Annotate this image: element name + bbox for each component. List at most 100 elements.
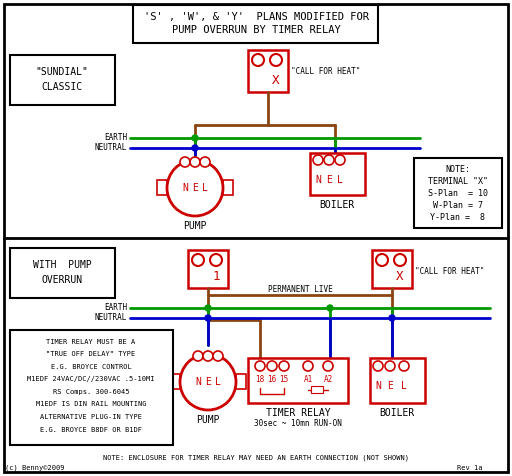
Circle shape [323, 361, 333, 371]
Text: X: X [272, 73, 280, 87]
Text: EARTH: EARTH [104, 133, 127, 142]
Text: S-Plan  = 10: S-Plan = 10 [428, 189, 488, 198]
Circle shape [313, 155, 323, 165]
FancyBboxPatch shape [248, 358, 348, 403]
Circle shape [399, 361, 409, 371]
Text: RS Comps. 300-6045: RS Comps. 300-6045 [53, 389, 129, 395]
Circle shape [205, 315, 211, 321]
Circle shape [180, 354, 236, 410]
Text: "TRUE OFF DELAY" TYPE: "TRUE OFF DELAY" TYPE [47, 351, 136, 357]
Circle shape [167, 160, 223, 216]
FancyBboxPatch shape [236, 374, 246, 389]
FancyBboxPatch shape [10, 55, 115, 105]
Circle shape [193, 351, 203, 361]
Circle shape [192, 254, 204, 266]
Circle shape [327, 305, 333, 311]
Circle shape [192, 145, 198, 151]
Text: E: E [326, 175, 332, 185]
Text: (c) Benny©2009: (c) Benny©2009 [5, 465, 65, 471]
Text: Rev 1a: Rev 1a [457, 465, 483, 471]
Circle shape [267, 361, 277, 371]
Text: NEUTRAL: NEUTRAL [95, 143, 127, 152]
Text: NEUTRAL: NEUTRAL [95, 314, 127, 323]
Circle shape [376, 254, 388, 266]
FancyBboxPatch shape [414, 158, 502, 228]
Text: CLASSIC: CLASSIC [41, 82, 82, 92]
Text: L: L [337, 175, 343, 185]
Text: WITH  PUMP: WITH PUMP [33, 260, 91, 270]
Text: E: E [205, 377, 211, 387]
Circle shape [192, 135, 198, 141]
Circle shape [270, 54, 282, 66]
FancyBboxPatch shape [223, 180, 233, 195]
FancyBboxPatch shape [4, 4, 508, 472]
Text: NOTE:: NOTE: [445, 166, 471, 175]
Text: 18: 18 [255, 376, 265, 385]
Circle shape [335, 155, 345, 165]
Text: ALTERNATIVE PLUG-IN TYPE: ALTERNATIVE PLUG-IN TYPE [40, 414, 142, 420]
Circle shape [324, 155, 334, 165]
FancyBboxPatch shape [311, 386, 323, 393]
Circle shape [252, 54, 264, 66]
Text: EARTH: EARTH [104, 304, 127, 313]
FancyBboxPatch shape [310, 153, 365, 195]
Text: E: E [387, 381, 393, 391]
Text: L: L [401, 381, 407, 391]
Text: X: X [396, 270, 404, 284]
Text: N: N [315, 175, 321, 185]
Text: A2: A2 [324, 376, 333, 385]
FancyBboxPatch shape [157, 180, 167, 195]
Text: BOILER: BOILER [379, 408, 415, 418]
Text: "CALL FOR HEAT": "CALL FOR HEAT" [415, 268, 484, 277]
Circle shape [200, 157, 210, 167]
FancyBboxPatch shape [248, 50, 288, 92]
Circle shape [303, 361, 313, 371]
Text: NOTE: ENCLOSURE FOR TIMER RELAY MAY NEED AN EARTH CONNECTION (NOT SHOWN): NOTE: ENCLOSURE FOR TIMER RELAY MAY NEED… [103, 455, 409, 461]
Text: 16: 16 [267, 376, 276, 385]
Circle shape [389, 315, 395, 321]
Circle shape [210, 254, 222, 266]
Circle shape [213, 351, 223, 361]
FancyBboxPatch shape [10, 248, 115, 298]
Circle shape [203, 351, 213, 361]
Text: 15: 15 [280, 376, 289, 385]
Text: TIMER RELAY MUST BE A: TIMER RELAY MUST BE A [47, 339, 136, 345]
Circle shape [373, 361, 383, 371]
Text: 'S' , 'W', & 'Y'  PLANS MODIFIED FOR: 'S' , 'W', & 'Y' PLANS MODIFIED FOR [143, 12, 369, 22]
Text: A1: A1 [304, 376, 313, 385]
Text: M1EDF IS DIN RAIL MOUNTING: M1EDF IS DIN RAIL MOUNTING [36, 401, 146, 407]
Text: "SUNDIAL": "SUNDIAL" [35, 67, 89, 77]
Circle shape [180, 157, 190, 167]
FancyBboxPatch shape [370, 358, 425, 403]
Text: N: N [375, 381, 381, 391]
Text: W-Plan = 7: W-Plan = 7 [433, 201, 483, 210]
Circle shape [385, 361, 395, 371]
FancyBboxPatch shape [372, 250, 412, 288]
Circle shape [205, 305, 211, 311]
FancyBboxPatch shape [170, 374, 180, 389]
Text: PUMP OVERRUN BY TIMER RELAY: PUMP OVERRUN BY TIMER RELAY [172, 25, 340, 35]
Text: E.G. BROYCE CONTROL: E.G. BROYCE CONTROL [51, 364, 132, 370]
Text: TERMINAL "X": TERMINAL "X" [428, 178, 488, 187]
Text: 1: 1 [212, 270, 220, 284]
Text: E.G. BROYCE B8DF OR B1DF: E.G. BROYCE B8DF OR B1DF [40, 426, 142, 433]
Circle shape [190, 157, 200, 167]
Circle shape [394, 254, 406, 266]
Text: "CALL FOR HEAT": "CALL FOR HEAT" [291, 68, 360, 77]
Text: L: L [215, 377, 221, 387]
Text: PUMP: PUMP [183, 221, 207, 231]
Text: E: E [192, 183, 198, 193]
Text: Y-Plan =  8: Y-Plan = 8 [431, 214, 485, 222]
Circle shape [279, 361, 289, 371]
Text: PUMP: PUMP [196, 415, 220, 425]
FancyBboxPatch shape [188, 250, 228, 288]
Text: N: N [182, 183, 188, 193]
Text: TIMER RELAY: TIMER RELAY [266, 408, 330, 418]
Text: N: N [195, 377, 201, 387]
Text: 30sec ~ 10mn RUN-ON: 30sec ~ 10mn RUN-ON [254, 418, 342, 427]
Text: PERMANENT LIVE: PERMANENT LIVE [268, 286, 332, 295]
Text: BOILER: BOILER [319, 200, 355, 210]
Text: OVERRUN: OVERRUN [41, 275, 82, 285]
Text: M1EDF 24VAC/DC//230VAC .5-10MI: M1EDF 24VAC/DC//230VAC .5-10MI [27, 377, 155, 383]
FancyBboxPatch shape [10, 330, 173, 445]
